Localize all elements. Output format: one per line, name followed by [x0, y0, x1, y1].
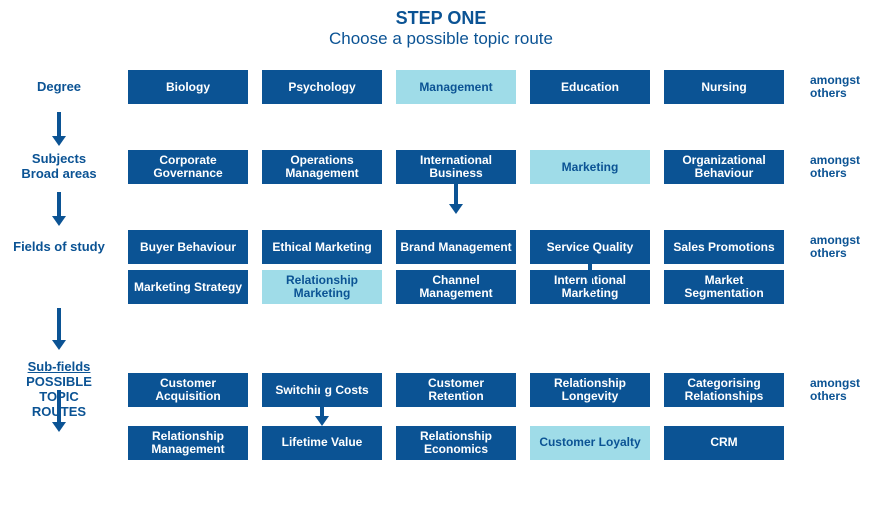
route-arrow	[447, 178, 465, 214]
route-arrow	[313, 378, 331, 426]
topic-box: Corporate Governance	[128, 150, 248, 184]
arrow-down-icon	[313, 378, 331, 426]
topic-box: Lifetime Value	[262, 426, 382, 460]
topic-box: Biology	[128, 70, 248, 104]
topic-box: Categorising Relationships	[664, 373, 784, 407]
topic-box: Market Segmentation	[664, 270, 784, 304]
amongst-others-note: amongstothers	[802, 154, 882, 180]
topic-box: Relationship Longevity	[530, 373, 650, 407]
diagram-row: Relationship Management Lifetime Value Rel…	[0, 426, 882, 460]
level-label: Fields of study	[0, 240, 118, 255]
amongst-others-note: amongstothers	[802, 377, 882, 403]
topic-box: Relationship Management	[128, 426, 248, 460]
amongst-others-note: amongstothers	[802, 234, 882, 260]
level-subfields: Sub-fieldsPOSSIBLETOPICROUTESCustomer Ac…	[0, 360, 882, 466]
arrow-down-icon	[447, 178, 465, 214]
topic-box: Customer Acquisition	[128, 373, 248, 407]
topic-box: Psychology	[262, 70, 382, 104]
topic-box: Buyer Behaviour	[128, 230, 248, 264]
level-subjects: SubjectsBroad areas Corporate Governance O…	[0, 150, 882, 190]
topic-box: Organizational Behaviour	[664, 150, 784, 184]
topic-box: Operations Management	[262, 150, 382, 184]
topic-box: Relationship Marketing	[262, 270, 382, 304]
level-label: Degree	[0, 80, 118, 95]
topic-box: Ethical Marketing	[262, 230, 382, 264]
topic-box: Nursing	[664, 70, 784, 104]
diagram-row: SubjectsBroad areas Corporate Governance O…	[0, 150, 882, 184]
route-arrow	[581, 258, 599, 294]
diagram-row: Sub-fieldsPOSSIBLETOPICROUTESCustomer Ac…	[0, 360, 882, 420]
arrow-down-icon	[50, 112, 68, 146]
topic-box: Sales Promotions	[664, 230, 784, 264]
diagram-row: Marketing Strategy Relationship Marketing…	[0, 270, 882, 304]
level-connector-arrow	[50, 112, 68, 146]
diagram-row: Fields of study Buyer Behaviour Ethical Ma…	[0, 230, 882, 264]
amongst-others-note: amongstothers	[802, 74, 882, 100]
topic-box: Management	[396, 70, 516, 104]
title-line-2: Choose a possible topic route	[0, 29, 882, 49]
topic-box: Channel Management	[396, 270, 516, 304]
topic-box: Brand Management	[396, 230, 516, 264]
level-fields: Fields of study Buyer Behaviour Ethical Ma…	[0, 230, 882, 310]
topic-box: Marketing	[530, 150, 650, 184]
arrow-down-icon	[50, 390, 68, 432]
level-label: SubjectsBroad areas	[0, 152, 118, 182]
topic-box: CRM	[664, 426, 784, 460]
arrow-down-icon	[581, 258, 599, 294]
topic-box: Customer Retention	[396, 373, 516, 407]
level-connector-arrow	[50, 192, 68, 226]
arrow-down-icon	[50, 308, 68, 350]
title-line-1: STEP ONE	[0, 8, 882, 29]
topic-box: Marketing Strategy	[128, 270, 248, 304]
arrow-down-icon	[50, 192, 68, 226]
topic-box: Customer Loyalty	[530, 426, 650, 460]
level-connector-arrow	[50, 308, 68, 350]
diagram-row: Degree Biology Psychology Management Educati…	[0, 70, 882, 104]
topic-box: Relationship Economics	[396, 426, 516, 460]
level-degree: Degree Biology Psychology Management Educati…	[0, 70, 882, 110]
level-connector-arrow	[50, 390, 68, 432]
title-block: STEP ONE Choose a possible topic route	[0, 0, 882, 49]
topic-box: Education	[530, 70, 650, 104]
